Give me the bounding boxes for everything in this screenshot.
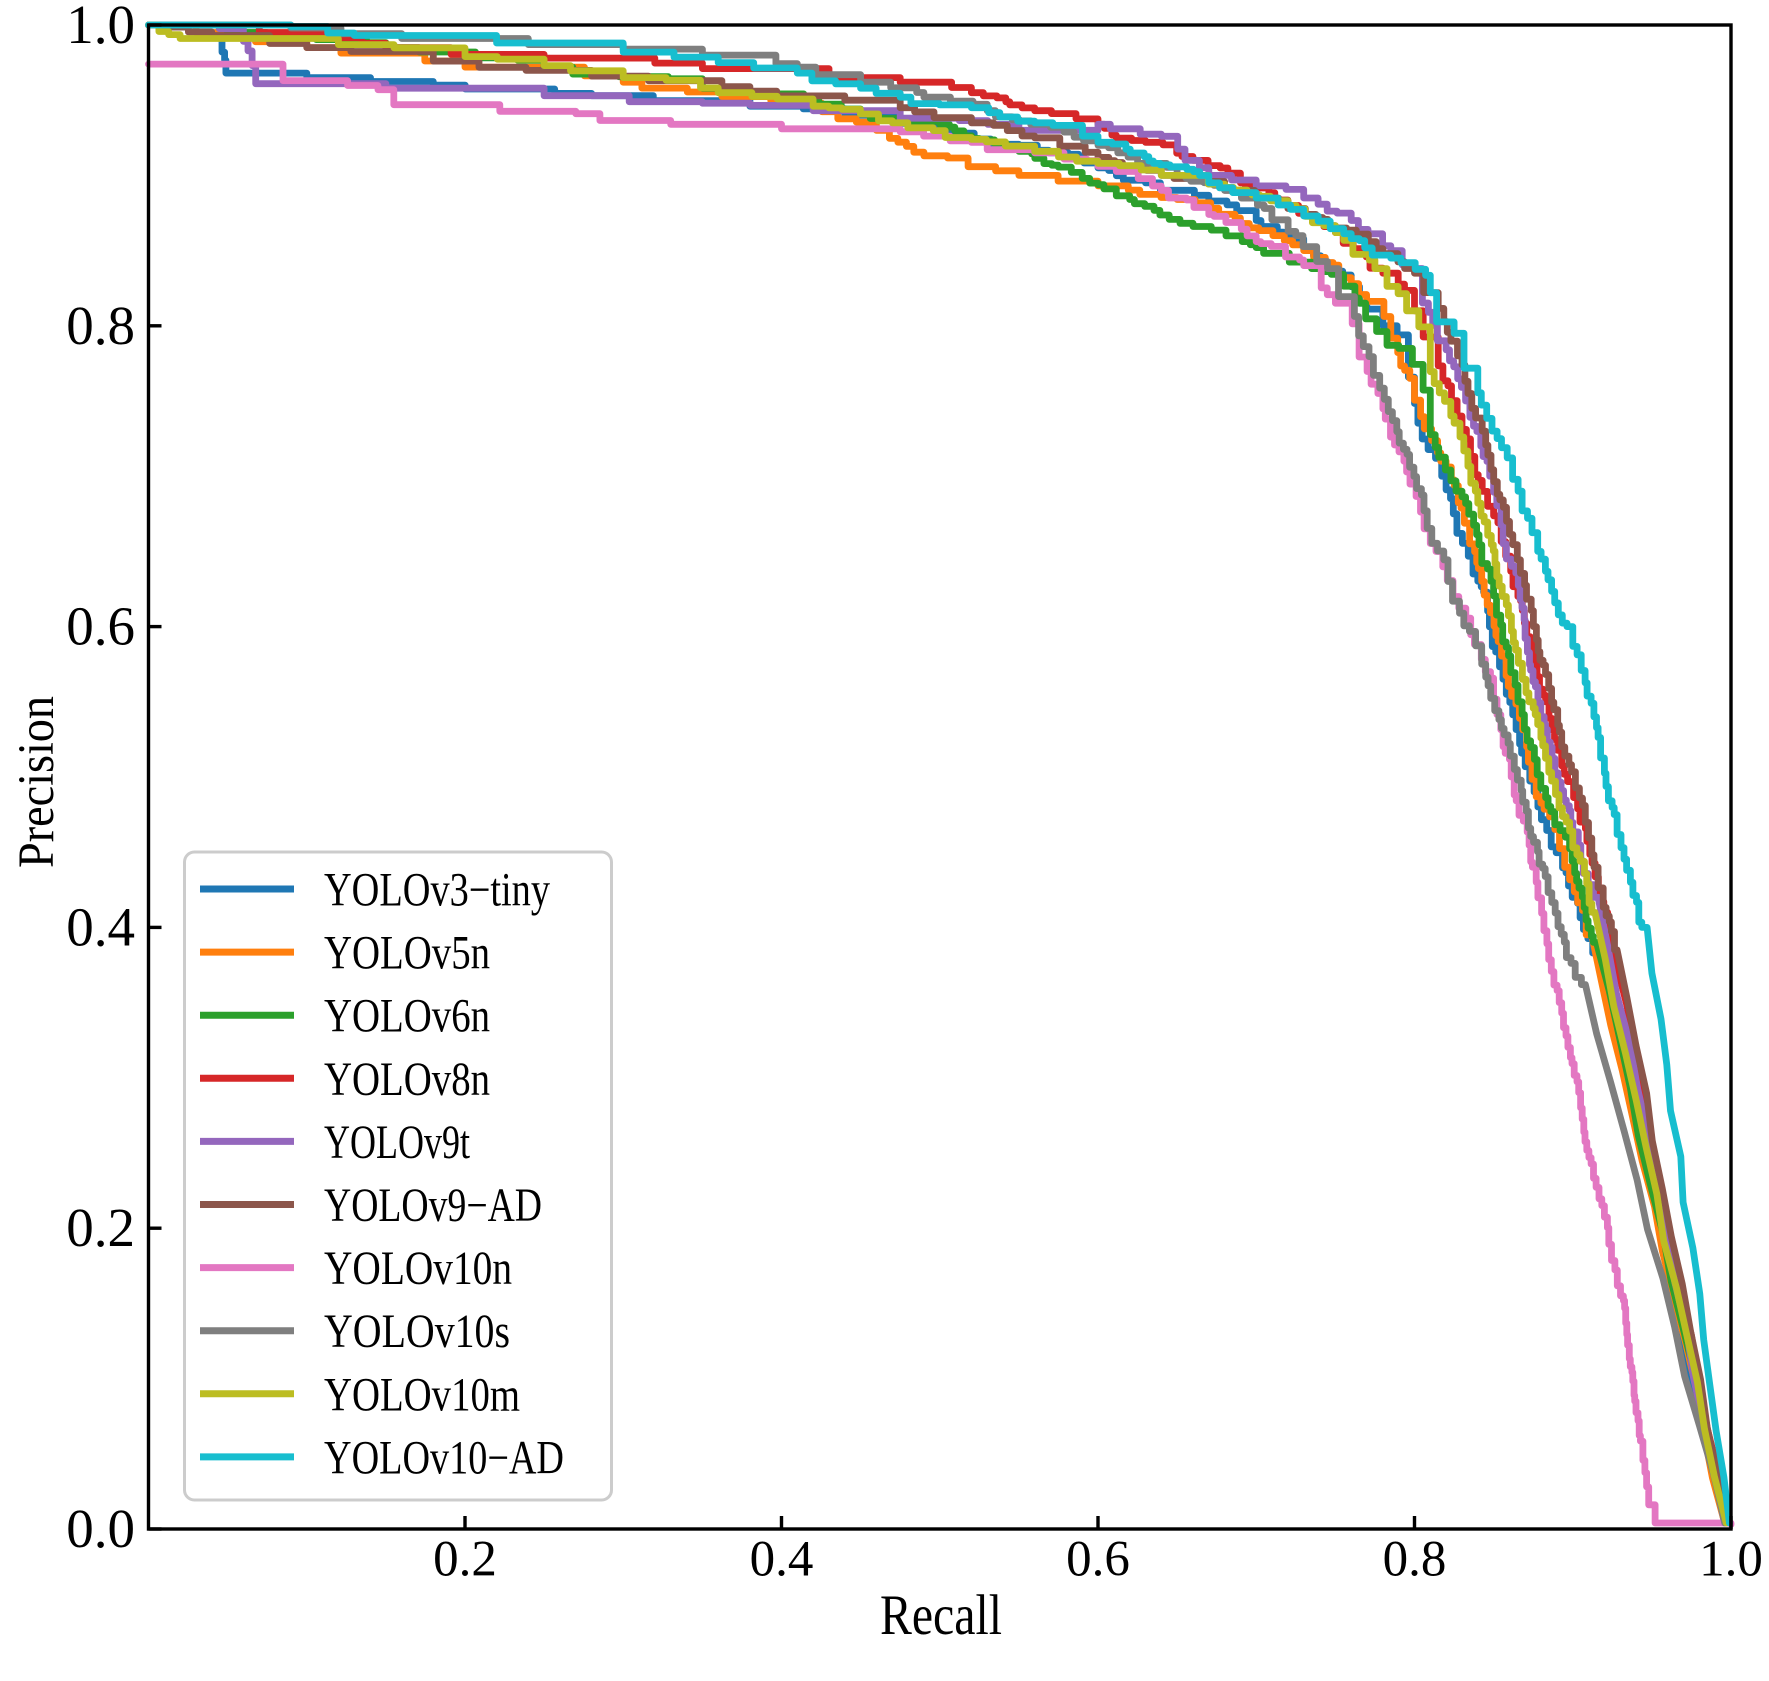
svg-text:YOLOv9t: YOLOv9t: [324, 1116, 470, 1169]
svg-text:0.6: 0.6: [1066, 1532, 1130, 1588]
svg-text:0.2: 0.2: [66, 1197, 135, 1258]
svg-text:1.0: 1.0: [1699, 1532, 1763, 1588]
svg-text:0.0: 0.0: [66, 1498, 135, 1559]
svg-text:YOLOv10m: YOLOv10m: [324, 1368, 520, 1421]
svg-text:1.0: 1.0: [66, 0, 135, 55]
svg-text:YOLOv9−AD: YOLOv9−AD: [324, 1179, 542, 1232]
svg-text:0.4: 0.4: [66, 896, 135, 957]
svg-text:0.4: 0.4: [750, 1532, 814, 1588]
svg-text:YOLOv6n: YOLOv6n: [324, 990, 490, 1043]
svg-text:0.8: 0.8: [66, 295, 135, 356]
svg-text:YOLOv10−AD: YOLOv10−AD: [324, 1431, 564, 1484]
svg-text:YOLOv5n: YOLOv5n: [324, 927, 490, 980]
svg-text:YOLOv3−tiny: YOLOv3−tiny: [324, 864, 550, 917]
svg-text:Precision: Precision: [9, 696, 65, 868]
svg-text:YOLOv10s: YOLOv10s: [324, 1305, 510, 1358]
svg-text:YOLOv10n: YOLOv10n: [324, 1242, 512, 1295]
svg-text:0.8: 0.8: [1383, 1532, 1447, 1588]
svg-text:YOLOv8n: YOLOv8n: [324, 1053, 490, 1106]
svg-text:Recall: Recall: [880, 1584, 1002, 1647]
svg-text:0.2: 0.2: [433, 1532, 497, 1588]
svg-text:0.6: 0.6: [66, 596, 135, 657]
